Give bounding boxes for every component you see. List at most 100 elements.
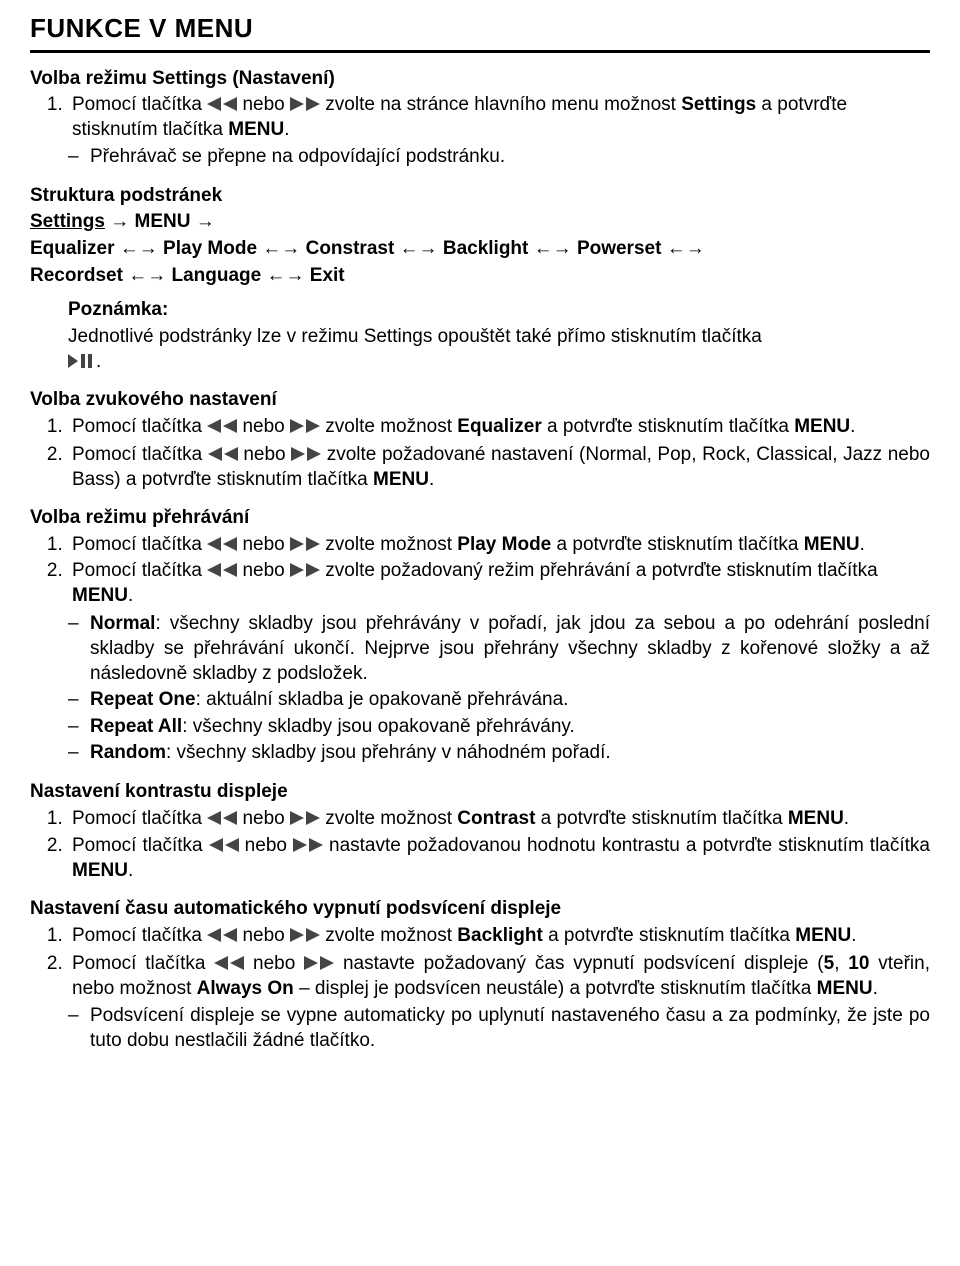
note-block: Poznámka: Jednotlivé podstránky lze v re… [68,298,930,374]
strong: Constrast [306,238,395,259]
strong: MENU [135,211,191,232]
text: zvolte požadovaný režim přehrávání a pot… [320,560,878,581]
section-heading: Nastavení kontrastu displeje [30,780,930,805]
text: nastavte požadovanou hodnotu kontrastu a… [323,835,930,856]
text: Pomocí tlačítka [72,534,207,555]
text: zvolte na stránce hlavního menu možnost [320,94,681,115]
text: nebo [237,808,290,829]
section-heading: Volba režimu přehrávání [30,506,930,531]
section-playmode: Volba režimu přehrávání Pomocí tlačítka … [30,506,930,766]
strong: Repeat All [90,716,182,737]
text: . [128,860,133,881]
rewind-icon [209,838,239,852]
text: ←→ [394,238,443,259]
list-item: Normal: všechny skladby jsou přehrávány … [68,611,930,686]
text: zvolte možnost [320,925,457,946]
list-item: Pomocí tlačítka nebo zvolte možnost Cont… [68,807,930,832]
strong: Random [90,742,166,763]
rewind-icon [207,419,237,433]
text: Pomocí tlačítka [72,444,208,465]
section-heading: Struktura podstránek [30,184,930,209]
strong: MENU [817,978,873,999]
strong: Equalizer [457,416,541,437]
strong: MENU [373,469,429,490]
text: Pomocí tlačítka [72,953,214,974]
page-title: FUNKCE V MENU [30,12,930,46]
strong: Powerset [577,238,661,259]
text: nebo [244,953,304,974]
text: ←→ [528,238,577,259]
structure-line: Equalizer ←→ Play Mode ←→ Constrast ←→ B… [30,237,930,262]
section-settings: Volba režimu Settings (Nastavení) Pomocí… [30,67,930,170]
fast-forward-icon [290,928,320,942]
strong: Always On [197,978,294,999]
text: nebo [239,835,293,856]
text: : všechny skladby jsou přehrány v náhodn… [166,742,611,763]
fast-forward-icon [290,537,320,551]
strong: MENU [795,925,851,946]
list-item: Pomocí tlačítka nebo zvolte možnost Back… [68,924,930,949]
text: nebo [238,444,291,465]
list-item: Pomocí tlačítka nebo zvolte požadované n… [68,442,930,492]
list-item: Podsvícení displeje se vypne automaticky… [68,1003,930,1053]
rewind-icon [207,928,237,942]
strong-underline: Settings [30,211,105,232]
list-item: Pomocí tlačítka nebo zvolte požadovaný r… [68,559,930,608]
section-heading: Volba režimu Settings (Nastavení) [30,67,930,92]
section-structure: Struktura podstránek Settings → MENU → E… [30,184,930,375]
rewind-icon [207,563,237,577]
fast-forward-icon [290,811,320,825]
strong: Recordset [30,265,123,286]
text: a potvrďte stisknutím tlačítka [551,534,803,555]
rewind-icon [207,97,237,111]
fast-forward-icon [290,563,320,577]
text: zvolte možnost [320,534,457,555]
text: – displej je podsvícen neustále) a potvr… [294,978,817,999]
fast-forward-icon [290,419,320,433]
rewind-icon [207,811,237,825]
fast-forward-icon [290,97,320,111]
text: . [96,351,101,372]
text: nastavte požadovaný čas vypnutí podsvíce… [334,953,823,974]
text: a potvrďte stisknutím tlačítka [542,416,794,437]
text: Pomocí tlačítka [72,560,207,581]
text: . [429,469,434,490]
title-rule [30,50,930,53]
text: nebo [237,925,290,946]
text: ←→ [261,265,310,286]
list-item: Random: všechny skladby jsou přehrány v … [68,741,930,766]
strong: Contrast [457,808,535,829]
play-pause-icon [68,354,96,368]
section-sound: Volba zvukového nastavení Pomocí tlačítk… [30,388,930,492]
text: . [844,808,849,829]
text: → [190,211,214,232]
strong: MENU [788,808,844,829]
strong: MENU [228,119,284,140]
list-item: Pomocí tlačítka nebo zvolte možnost Play… [68,533,930,558]
strong: Exit [310,265,345,286]
text: zvolte možnost [320,416,457,437]
list-item: Repeat All: všechny skladby jsou opakova… [68,715,930,740]
text: . [284,119,289,140]
note-body: Jednotlivé podstránky lze v režimu Setti… [68,325,930,374]
text: , [834,953,848,974]
text: . [860,534,865,555]
text: a potvrďte stisknutím tlačítka [535,808,787,829]
strong: MENU [804,534,860,555]
text: : všechny skladby jsou opakovaně přehráv… [182,716,575,737]
rewind-icon [207,537,237,551]
structure-line: Settings → MENU → [30,210,930,235]
strong: Play Mode [163,238,257,259]
strong: MENU [72,585,128,606]
list-item: Pomocí tlačítka nebo zvolte možnost Equa… [68,415,930,440]
list-item: Přehrávač se přepne na odpovídající pods… [68,145,930,170]
text: . [851,925,856,946]
strong: Backlight [443,238,529,259]
text: Pomocí tlačítka [72,808,207,829]
section-heading: Volba zvukového nastavení [30,388,930,413]
text: nebo [237,94,290,115]
text: a potvrďte stisknutím tlačítka [543,925,795,946]
list-item: Pomocí tlačítka nebo nastavte požadovaný… [68,951,930,1001]
text: Pomocí tlačítka [72,94,207,115]
fast-forward-icon [291,447,321,461]
